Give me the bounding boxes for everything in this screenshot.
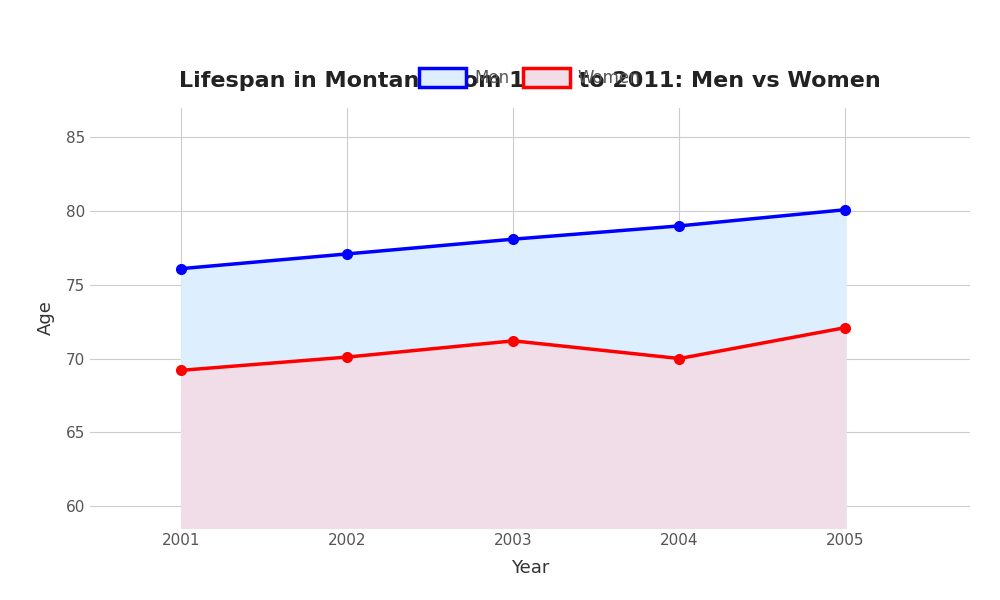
Title: Lifespan in Montana from 1965 to 2011: Men vs Women: Lifespan in Montana from 1965 to 2011: M… — [179, 71, 881, 91]
X-axis label: Year: Year — [511, 559, 549, 577]
Y-axis label: Age: Age — [37, 301, 55, 335]
Legend: Men, Women: Men, Women — [413, 62, 647, 94]
